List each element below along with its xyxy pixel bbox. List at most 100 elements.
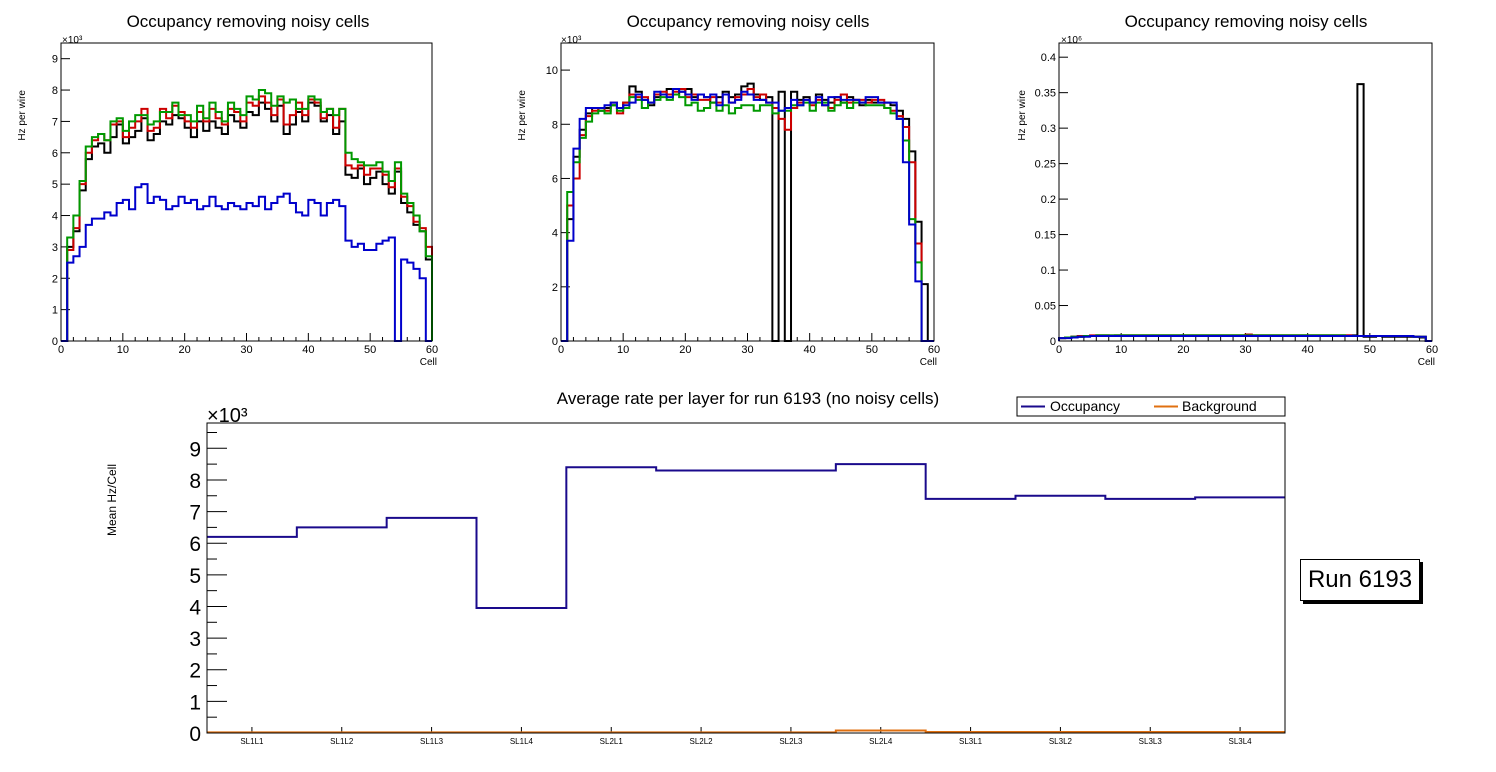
panel-1-frame (60, 42, 433, 342)
x-category-label: SL1L3 (420, 737, 444, 746)
panel-2-ylabel: Hz per wire (517, 90, 528, 141)
x-tick-label: 40 (1302, 344, 1314, 356)
series-layer1 (61, 101, 433, 342)
x-tick-label: 50 (364, 344, 376, 356)
panel-1-ylabel: Hz per wire (17, 90, 28, 141)
x-tick-label: 60 (1426, 344, 1438, 356)
x-tick-label: 20 (1177, 344, 1189, 356)
y-tick-label: 0.4 (1041, 52, 1056, 64)
x-tick-label: 50 (866, 344, 878, 356)
x-tick-label: 10 (1115, 344, 1127, 356)
series-layer2 (561, 88, 934, 342)
bottom-title: Average rate per layer for run 6193 (no … (557, 389, 939, 408)
x-tick-label: 0 (1056, 344, 1062, 356)
y-tick-label: 8 (52, 85, 58, 97)
x-category-label: SL3L4 (1229, 737, 1253, 746)
y-tick-label: 1 (189, 691, 201, 714)
x-tick-label: 30 (741, 344, 753, 356)
x-tick-label: 60 (426, 344, 438, 356)
series-layer4 (61, 183, 432, 342)
panel-occupancy-superlayer-3: Occupancy removing noisy cells Hz per wi… (1017, 12, 1438, 368)
y-tick-label: 0 (189, 723, 201, 746)
panel-occupancy-superlayer-1: Occupancy removing noisy cells Hz per wi… (17, 12, 438, 368)
series-layer3 (561, 93, 934, 342)
y-tick-label: 2 (189, 660, 201, 683)
y-tick-label: 6 (52, 148, 58, 160)
panel-2-series (561, 82, 934, 342)
panel-2-exponent: ×10³ (561, 35, 582, 46)
x-category-label: SL3L2 (1049, 737, 1073, 746)
x-category-label: SL2L1 (600, 737, 624, 746)
y-tick-label: 8 (189, 470, 201, 493)
x-category-label: SL2L4 (869, 737, 893, 746)
panel-3-exponent: ×10⁶ (1061, 35, 1082, 46)
y-tick-label: 9 (52, 54, 58, 66)
panel-3-series (1058, 83, 1432, 342)
bottom-frame (206, 422, 1286, 734)
y-tick-label: 0.05 (1035, 301, 1056, 313)
y-tick-label: 0 (52, 336, 58, 348)
panel-2-title: Occupancy removing noisy cells (627, 12, 870, 31)
x-tick-label: 40 (804, 344, 816, 356)
y-tick-label: 1 (52, 305, 58, 317)
panel-3-ylabel: Hz per wire (1017, 90, 1028, 141)
y-tick-label: 0.15 (1035, 230, 1056, 242)
series-layer1 (561, 82, 934, 342)
x-tick-label: 50 (1364, 344, 1376, 356)
legend-box (1016, 396, 1286, 417)
series-layer4 (1058, 335, 1432, 342)
legend-background-label: Background (1182, 398, 1257, 414)
panel-1-xlabel: Cell (420, 357, 437, 368)
x-tick-label: 10 (617, 344, 629, 356)
panel-1-title: Occupancy removing noisy cells (127, 12, 370, 31)
bottom-exponent: ×10³ (207, 405, 248, 427)
x-category-label: SL1L4 (510, 737, 534, 746)
bottom-ticks: 0 1 2 3 4 5 6 7 8 9 SL1L1 SL1L2 SL1L3 SL1L4 SL2L1 SL2L2… (189, 431, 1253, 746)
y-tick-label: 0.35 (1035, 88, 1056, 100)
x-tick-label: 60 (928, 344, 940, 356)
x-category-label: SL1L2 (330, 737, 354, 746)
legend-occupancy-label: Occupancy (1050, 398, 1120, 414)
series-layer3 (61, 89, 433, 342)
x-category-label: SL1L1 (240, 737, 264, 746)
x-category-label: SL3L3 (1139, 737, 1163, 746)
y-tick-label: 0.25 (1035, 159, 1056, 171)
y-tick-label: 9 (189, 438, 201, 461)
x-tick-label: 40 (302, 344, 314, 356)
legend: Occupancy Background (1016, 396, 1286, 417)
y-tick-label: 2 (552, 282, 558, 294)
panel-2-frame (560, 42, 935, 342)
y-tick-label: 5 (52, 179, 58, 191)
series-layer1 (1058, 83, 1432, 342)
y-tick-label: 7 (52, 116, 58, 128)
panel-3-title: Occupancy removing noisy cells (1125, 12, 1368, 31)
y-tick-label: 3 (189, 628, 201, 651)
y-tick-label: 4 (52, 211, 58, 223)
y-tick-label: 6 (552, 173, 558, 185)
bottom-ylabel: Mean Hz/Cell (105, 464, 119, 536)
y-tick-label: 0.3 (1041, 123, 1056, 135)
run-label-box: Run 6193 (1300, 559, 1420, 601)
x-category-label: SL2L3 (779, 737, 803, 746)
x-tick-label: 0 (558, 344, 564, 356)
x-tick-label: 0 (58, 344, 64, 356)
x-tick-label: 20 (679, 344, 691, 356)
x-tick-label: 30 (1239, 344, 1251, 356)
y-tick-label: 7 (189, 502, 201, 525)
y-tick-label: 10 (546, 65, 558, 77)
bottom-series (207, 463, 1285, 734)
y-tick-label: 2 (52, 273, 58, 285)
panel-1-ticks: 0 10 20 30 40 50 60 0 1 2 3 4 5 6 7 8 9 (52, 54, 438, 356)
y-tick-label: 5 (189, 565, 201, 588)
x-tick-label: 30 (240, 344, 252, 356)
panel-3-xlabel: Cell (1418, 357, 1435, 368)
panel-2-ticks: 0 10 20 30 40 50 60 0 2 4 6 8 10 (546, 65, 940, 356)
series-occupancy (207, 463, 1285, 610)
x-tick-label: 20 (179, 344, 191, 356)
panel-3-frame (1058, 42, 1433, 342)
y-tick-label: 6 (189, 533, 201, 556)
panel-average-rate-per-layer: Average rate per layer for run 6193 (no … (105, 389, 1286, 746)
x-tick-label: 10 (117, 344, 129, 356)
y-tick-label: 0 (552, 336, 558, 348)
